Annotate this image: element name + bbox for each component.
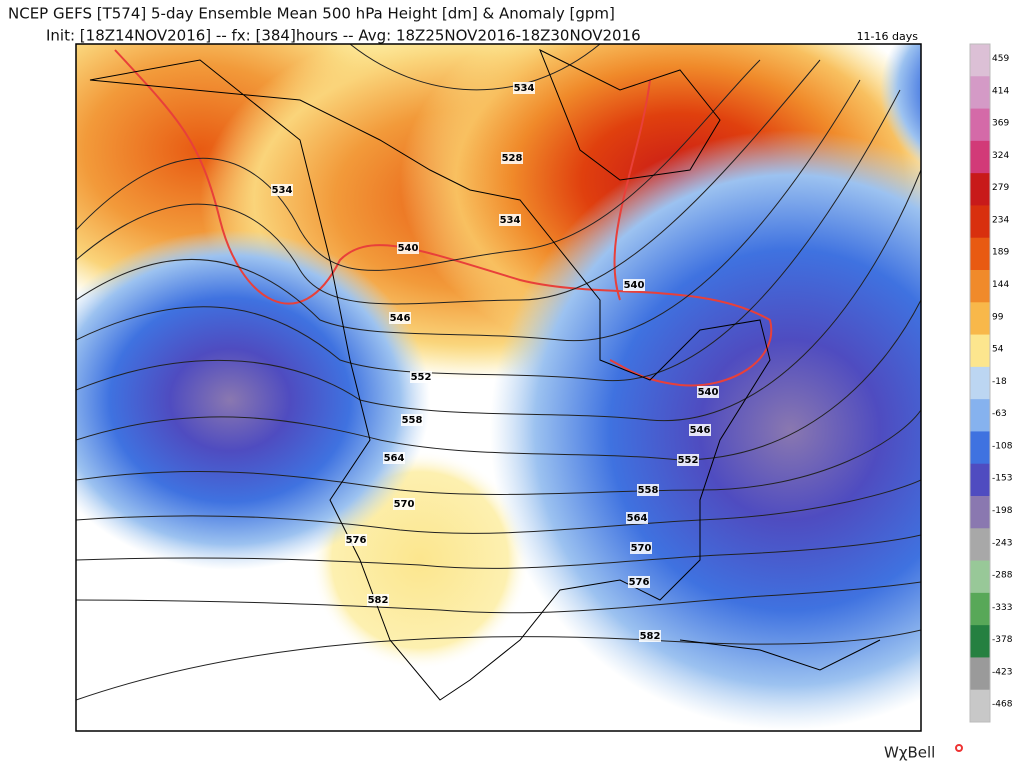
colorbar-swatch [970, 625, 990, 658]
contour-label-bg [401, 414, 423, 426]
contour-label-bg [626, 512, 648, 524]
colorbar-swatch [970, 528, 990, 562]
brand-dot [955, 744, 963, 752]
contour-label: 534 [500, 215, 521, 226]
contour-label: 570 [394, 499, 415, 510]
colorbar-label: 54 [992, 345, 1004, 355]
colorbar-swatch [970, 237, 990, 271]
colorbar-label: 459 [992, 54, 1009, 64]
contour-label: 564 [384, 453, 405, 464]
contour-label-bg [271, 184, 293, 196]
contour-label: 558 [638, 485, 659, 496]
contour-label: 582 [640, 631, 661, 642]
contour-label: 540 [398, 243, 419, 254]
colorbar-swatch [970, 463, 990, 497]
contour-label: 552 [678, 455, 699, 466]
colorbar-swatch [970, 366, 990, 400]
colorbar-swatch [970, 205, 990, 239]
contour-label-bg [499, 214, 521, 226]
brand: WχBell [884, 744, 935, 762]
contour-label: 540 [624, 280, 645, 291]
colorbar-swatch [970, 44, 990, 77]
title: NCEP GEFS [T574] 5-day Ensemble Mean 500… [8, 5, 615, 23]
contour-label: 546 [390, 313, 411, 324]
colorbar-swatch [970, 270, 990, 303]
contour-label-bg [697, 386, 719, 398]
colorbar-label: 99 [992, 312, 1004, 322]
contour-label: 528 [502, 153, 523, 164]
contour-label-bg [628, 576, 650, 588]
contour-label: 558 [402, 415, 423, 426]
colorbar-label: -198 [992, 506, 1013, 516]
contour-label-bg [367, 594, 389, 606]
contour-label: 534 [272, 185, 293, 196]
contour-label-bg [345, 534, 367, 546]
contour-label-bg [630, 542, 652, 554]
init-line: Init: [18Z14NOV2016] -- fx: [384]hours -… [46, 27, 641, 45]
contour-label-bg [637, 484, 659, 496]
colorbar-label: -468 [992, 700, 1013, 710]
colorbar-label: -243 [992, 538, 1012, 548]
colorbar-label: 189 [992, 248, 1009, 258]
colorbar-label: 144 [992, 280, 1009, 290]
colorbar-swatch [970, 592, 990, 626]
contour-label: 576 [629, 577, 650, 588]
contour-label: 564 [627, 513, 648, 524]
contour-label-bg [513, 82, 535, 94]
contour-label-bg [383, 452, 405, 464]
colorbar-label: 234 [992, 215, 1009, 225]
contour-label-bg [397, 242, 419, 254]
contour-label-bg [501, 152, 523, 164]
colorbar-swatch [970, 140, 990, 174]
colorbar-label: 279 [992, 183, 1009, 193]
contour-label-bg [677, 454, 699, 466]
contour-label-bg [410, 371, 432, 383]
colorbar-swatch [970, 108, 990, 142]
colorbar-label: -153 [992, 474, 1012, 484]
contour-label-bg [639, 630, 661, 642]
contour-label-bg [389, 312, 411, 324]
colorbar-label: -18 [992, 377, 1007, 387]
contour-label: 534 [514, 83, 535, 94]
colorbar-swatch [970, 76, 990, 110]
contour-label-bg [393, 498, 415, 510]
map [76, 44, 921, 731]
contour-label: 570 [631, 543, 652, 554]
colorbar-swatch [970, 334, 990, 368]
colorbar-label: -423 [992, 667, 1012, 677]
colorbar-swatch [970, 560, 990, 594]
colorbar-frame [969, 43, 991, 723]
colorbar-label: 369 [992, 119, 1009, 129]
colorbar-swatch [970, 496, 990, 529]
colorbar-label: -108 [992, 441, 1013, 451]
colorbar-swatch [970, 173, 990, 206]
colorbar-swatch [970, 689, 990, 723]
contour-label: 546 [690, 425, 711, 436]
colorbar-label: 324 [992, 151, 1009, 161]
colorbar-label: -63 [992, 409, 1007, 419]
range-label: 11-16 days [857, 30, 919, 43]
colorbar-label: -333 [992, 603, 1012, 613]
colorbar-label: 414 [992, 86, 1009, 96]
colorbar-label: -288 [992, 571, 1013, 581]
colorbar-swatch [970, 302, 990, 336]
contour-label-bg [623, 279, 645, 291]
colorbar-swatch [970, 399, 990, 432]
colorbar-swatch [970, 431, 990, 465]
contour-label: 552 [411, 372, 432, 383]
contour-label-bg [689, 424, 711, 436]
contour-label: 582 [368, 595, 389, 606]
contour-label: 576 [346, 535, 367, 546]
colorbar-swatch [970, 657, 990, 691]
map-frame [75, 43, 922, 732]
contour-label: 540 [698, 387, 719, 398]
colorbar-label: -378 [992, 635, 1013, 645]
